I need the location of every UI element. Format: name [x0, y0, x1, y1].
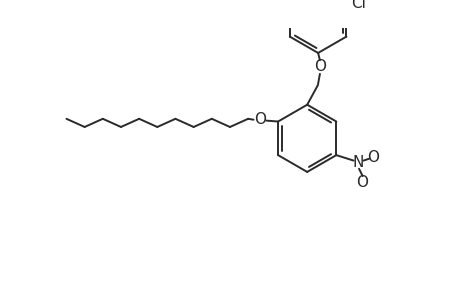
Text: O: O	[355, 175, 367, 190]
Text: N: N	[352, 155, 363, 170]
Text: Cl: Cl	[350, 0, 365, 11]
Text: O: O	[253, 112, 265, 127]
Text: O: O	[313, 59, 325, 74]
Text: O: O	[367, 150, 379, 165]
